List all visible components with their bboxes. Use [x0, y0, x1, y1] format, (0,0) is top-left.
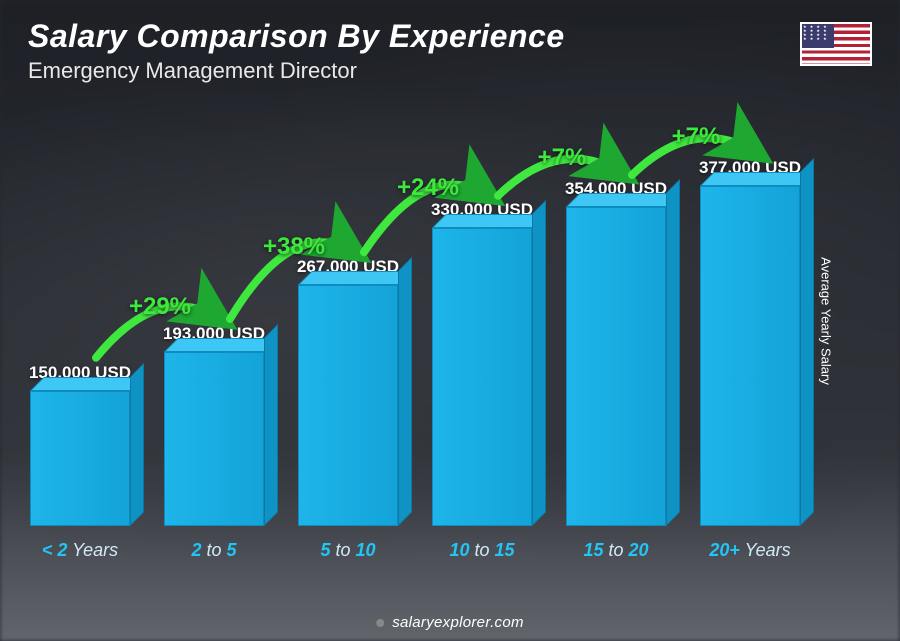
bar-x-label: 2 to 5 — [191, 540, 236, 561]
bar-front-face — [432, 228, 532, 526]
chart-title: Salary Comparison By Experience — [28, 18, 565, 55]
bar — [298, 285, 398, 526]
source-attribution: salaryexplorer.com — [376, 614, 524, 631]
infographic-content: Salary Comparison By Experience Emergenc… — [0, 0, 900, 641]
bar-front-face — [700, 186, 800, 526]
bar-side-face — [264, 324, 278, 526]
increase-pct-label: +24% — [397, 174, 459, 202]
bar — [432, 228, 532, 526]
bar-side-face — [800, 158, 814, 526]
bar-group: 267,000 USD5 to 10 — [298, 257, 398, 561]
bar-group: 377,000 USD20+ Years — [700, 158, 800, 561]
bar-group: 330,000 USD10 to 15 — [432, 200, 532, 561]
bar-x-label: 5 to 10 — [320, 540, 375, 561]
increase-pct-label: +7% — [538, 144, 587, 172]
bar — [164, 352, 264, 526]
chart-subtitle: Emergency Management Director — [28, 58, 357, 84]
bar — [700, 186, 800, 526]
bar-x-label: 15 to 20 — [583, 540, 648, 561]
bar-side-face — [398, 257, 412, 526]
bar-group: 150,000 USD< 2 Years — [30, 363, 130, 561]
bar — [566, 207, 666, 526]
source-text: salaryexplorer.com — [392, 614, 524, 631]
bar-top-face — [700, 172, 814, 186]
bar-top-face — [164, 338, 278, 352]
bar-side-face — [666, 179, 680, 526]
bar-x-label: < 2 Years — [42, 540, 118, 561]
bar-chart: 150,000 USD< 2 Years 193,000 USD2 to 5 267… — [0, 90, 860, 601]
bar-front-face — [298, 285, 398, 526]
us-flag-icon: ★ ★ ★ ★★ ★ ★ ★★ ★ ★ ★★ ★ ★ ★ — [800, 22, 872, 66]
bar-group: 193,000 USD2 to 5 — [164, 324, 264, 561]
bar-front-face — [164, 352, 264, 526]
bar-top-face — [30, 377, 144, 391]
increase-pct-label: +7% — [672, 123, 721, 151]
source-logo-icon — [376, 619, 384, 627]
bar-top-face — [298, 271, 412, 285]
bar-top-face — [566, 193, 680, 207]
bar-front-face — [30, 391, 130, 526]
bar-group: 354,000 USD15 to 20 — [566, 179, 666, 561]
bar — [30, 391, 130, 526]
bar-front-face — [566, 207, 666, 526]
bars-container: 150,000 USD< 2 Years 193,000 USD2 to 5 267… — [30, 158, 800, 561]
bar-side-face — [532, 200, 546, 526]
increase-pct-label: +38% — [263, 233, 325, 261]
bar-x-label: 20+ Years — [709, 540, 790, 561]
bar-side-face — [130, 363, 144, 526]
increase-pct-label: +29% — [129, 293, 191, 321]
bar-top-face — [432, 214, 546, 228]
bar-x-label: 10 to 15 — [449, 540, 514, 561]
